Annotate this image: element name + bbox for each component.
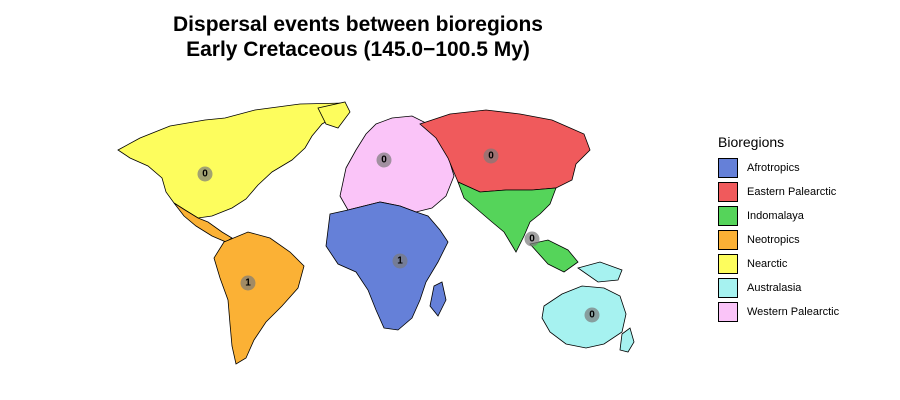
region-nearctic <box>117 102 346 219</box>
count-marker-afrotropics: 1 <box>392 253 408 269</box>
legend-label: Indomalaya <box>747 210 804 222</box>
count-marker-eastern-palearctic: 0 <box>483 148 499 164</box>
legend-swatch <box>718 302 738 322</box>
count-label-western-palearctic: 0 <box>381 155 387 166</box>
region-indomalaya <box>457 181 557 253</box>
legend-swatch <box>718 230 738 250</box>
region-australasia <box>541 285 627 349</box>
count-marker-indomalaya: 0 <box>524 231 540 247</box>
legend-label: Australasia <box>747 282 802 294</box>
count-marker-western-palearctic: 0 <box>376 152 392 168</box>
legend-item: Australasia <box>718 276 839 300</box>
legend-item: Afrotropics <box>718 156 839 180</box>
legend-swatch <box>718 206 738 226</box>
count-marker-neotropics: 1 <box>240 275 256 291</box>
count-label-afrotropics: 1 <box>397 256 403 267</box>
region-australasia-newguinea <box>577 261 623 283</box>
legend-label: Western Palearctic <box>747 306 840 318</box>
count-label-indomalaya: 0 <box>529 234 535 245</box>
region-afrotropics <box>325 201 449 331</box>
legend-swatch <box>718 278 738 298</box>
legend-swatch <box>718 158 738 178</box>
count-label-neotropics: 1 <box>245 278 251 289</box>
legend-item: Eastern Palearctic <box>718 180 839 204</box>
legend-item: Indomalaya <box>718 204 839 228</box>
region-nearctic-island <box>317 101 351 129</box>
legend-label: Neotropics <box>747 234 800 246</box>
region-indomalaya-islands <box>529 239 579 273</box>
legend-label: Eastern Palearctic <box>747 186 837 198</box>
region-afrotropics-madagascar <box>429 281 447 317</box>
legend-swatch <box>718 254 738 274</box>
legend-label: Afrotropics <box>747 162 800 174</box>
count-label-eastern-palearctic: 0 <box>488 151 494 162</box>
count-label-nearctic: 0 <box>202 169 208 180</box>
world-map: 0 0 0 0 1 1 0 <box>117 101 635 365</box>
legend-item: Nearctic <box>718 252 839 276</box>
count-marker-nearctic: 0 <box>197 166 213 182</box>
legend-title: Bioregions <box>718 134 785 150</box>
legend-item: Western Palearctic <box>718 300 839 324</box>
count-label-australasia: 0 <box>589 310 595 321</box>
legend: Bioregions Afrotropics Eastern Palearctic… <box>718 134 839 324</box>
legend-items: Afrotropics Eastern Palearctic Indomalaya N… <box>718 156 839 324</box>
chart-title: Dispersal events between bioregions Earl… <box>0 12 716 62</box>
legend-item: Neotropics <box>718 228 839 252</box>
region-australasia-newzealand <box>619 327 635 353</box>
legend-swatch <box>718 182 738 202</box>
region-neotropics-central <box>173 202 233 243</box>
legend-label: Nearctic <box>747 258 788 270</box>
title-line-2: Early Cretaceous (145.0−100.5 My) <box>186 38 530 61</box>
region-eastern-palearctic <box>419 109 591 193</box>
count-marker-australasia: 0 <box>584 307 600 323</box>
title-line-1: Dispersal events between bioregions <box>173 13 543 36</box>
region-neotropics-south <box>213 231 305 365</box>
